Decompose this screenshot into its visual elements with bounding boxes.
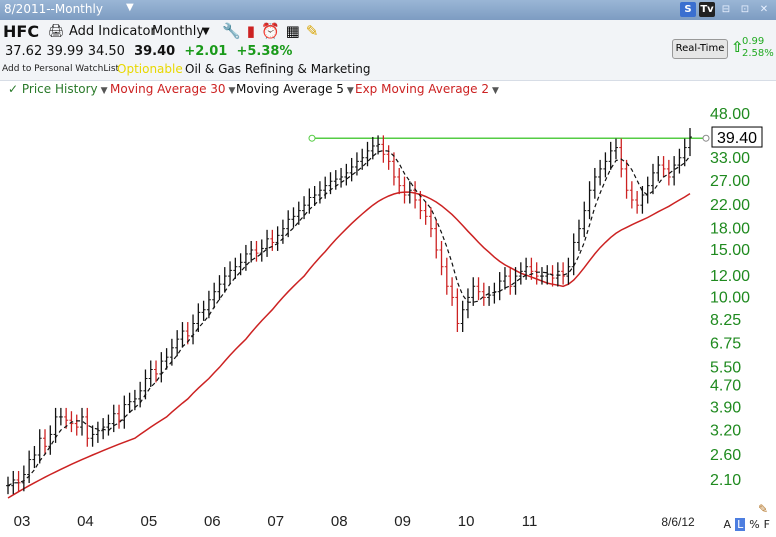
scale-mode-l[interactable]: L [735,518,746,531]
legend-ma30-label: Moving Average 30 [110,82,226,96]
tv-button[interactable]: Tv [699,2,715,17]
x-tick-label: 11 [522,513,538,530]
indicator-legend: ✓ Price History ▼ Moving Average 30 ▼ Movi… [0,80,776,99]
x-tick-label: 04 [77,513,94,530]
realtime-change: 0.99 2.58% [742,36,774,60]
notes-icon[interactable]: ✎ [305,22,319,40]
y-tick-label: 48.00 [710,106,750,123]
legend-ema2[interactable]: Exp Moving Average 2 ▼ [355,82,499,96]
low-price: 34.50 [87,44,125,59]
last-price: 39.40 [134,44,176,59]
x-tick-label: 06 [204,513,221,530]
chevron-down-icon[interactable]: ▼ [100,86,108,96]
window-titlebar: 8/2011--Monthly ▼ S Tv ⊟ ⊡ ✕ [0,0,776,20]
symbol-field[interactable]: HFC [3,22,40,41]
x-tick-label: 05 [141,513,158,530]
y-tick-label: 5.50 [710,359,741,376]
y-tick-label: 15.00 [710,242,750,259]
pencil-icon[interactable]: ✎ [757,502,768,516]
close-button[interactable]: ✕ [759,4,769,15]
toolbar-icons: 🔧 ▮ ⏰ ▦ ✎ [222,22,318,40]
x-tick-label: 10 [458,513,475,530]
printer-icon[interactable]: 🖨 [48,24,65,39]
realtime-change-value: 0.99 [742,36,765,47]
x-tick-label: 08 [331,513,348,530]
minimize-button[interactable]: ⊟ [721,4,731,15]
tools-icon[interactable]: 🔧 [222,22,241,40]
price-chart[interactable]: 48.00 33.00 27.00 22.00 18.00 15.00 12.00 10.00… [0,98,776,537]
add-watchlist-link[interactable]: Add to Personal WatchList [2,64,120,74]
titlebar-buttons: S Tv ⊟ ⊡ ✕ [680,2,772,17]
chevron-down-icon[interactable]: ▼ [228,86,236,96]
last-price-box [711,126,763,148]
alarm-icon[interactable]: ⏰ [260,22,280,40]
high-price: 39.99 [46,44,84,59]
y-tick-label: 3.90 [710,400,741,417]
link-symbol-button[interactable]: S [680,2,696,17]
price-change: +2.01 [184,44,228,59]
y-tick-label: 18.00 [710,221,750,238]
open-price: 37.62 [5,44,43,59]
scale-mode-f[interactable]: F [763,518,770,531]
add-indicator-button[interactable]: Add Indicator [69,24,156,39]
window-title: 8/2011--Monthly [4,2,103,16]
legend-ma30[interactable]: Moving Average 30 ▼ [110,82,235,96]
y-tick-label: 3.20 [710,423,741,440]
scale-mode-a[interactable]: A [723,518,732,531]
legend-ma5[interactable]: Moving Average 5 ▼ [236,82,354,96]
y-tick-label: 33.00 [710,150,750,167]
y-tick-label: 10.00 [710,289,750,306]
optionable-label[interactable]: Optionable [117,62,183,76]
price-change-pct: +5.38% [236,44,293,59]
chevron-down-icon[interactable]: ▼ [492,86,499,96]
resistance-handle [702,134,710,142]
up-arrow-icon: ⇧ [731,38,744,56]
chevron-down-icon[interactable]: ▼ [202,26,210,37]
x-tick-label: 09 [394,513,411,530]
legend-ma5-label: Moving Average 5 [236,82,344,96]
legend-ema2-label: Exp Moving Average 2 [355,82,490,96]
chart-header: HFC 🖨 Add Indicator Monthly ▼ 🔧 ▮ ⏰ ▦ ✎ … [0,20,776,80]
y-tick-label: 27.00 [710,173,750,190]
y-tick-label: 22.00 [710,197,750,214]
maximize-button[interactable]: ⊡ [740,4,750,15]
period-select[interactable]: Monthly [152,24,205,39]
x-tick-label: 07 [267,513,284,530]
industry-link[interactable]: Oil & Gas Refining & Marketing [185,62,371,76]
legend-price-history[interactable]: ✓ Price History ▼ [8,82,108,96]
realtime-change-pct: 2.58% [742,48,774,59]
y-tick-label: 4.70 [710,378,741,395]
scale-mode-pct[interactable]: % [749,518,760,531]
legend-price-history-label: Price History [21,82,98,96]
y-tick-label: 12.00 [710,268,750,285]
bar-chart-icon[interactable]: ▮ [246,22,255,40]
scale-mode-buttons: A L % F [724,518,770,531]
ma5-line [7,149,691,487]
real-time-button[interactable]: Real-Time [672,39,728,59]
y-tick-label: 2.60 [710,447,741,464]
chevron-down-icon[interactable]: ▼ [346,86,354,96]
x-tick-label: 03 [14,513,31,530]
ma30-line [7,191,691,499]
resistance-handle [308,134,316,142]
last-price-label: 39.40 [717,130,757,147]
y-tick-label: 2.10 [710,472,741,489]
chevron-down-icon[interactable]: ▼ [126,2,134,13]
calculator-icon[interactable]: ▦ [285,22,300,40]
y-tick-label: 6.75 [710,335,741,352]
date-label: 8/6/12 [661,515,695,529]
quote-line: 37.62 39.99 34.50 39.40 +2.01 +5.38% [5,44,292,59]
y-tick-label: 8.25 [710,312,741,329]
